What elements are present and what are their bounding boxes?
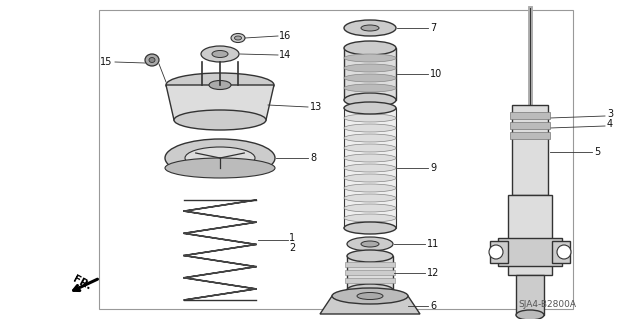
Text: 7: 7 xyxy=(430,23,436,33)
Text: 10: 10 xyxy=(430,69,442,79)
Ellipse shape xyxy=(185,147,255,169)
Bar xyxy=(510,112,550,119)
Bar xyxy=(552,241,570,263)
Ellipse shape xyxy=(166,73,274,97)
Ellipse shape xyxy=(165,139,275,177)
Ellipse shape xyxy=(344,204,396,212)
Ellipse shape xyxy=(344,74,396,82)
Bar xyxy=(516,275,544,315)
Ellipse shape xyxy=(344,154,396,162)
Text: 1: 1 xyxy=(289,233,295,243)
Bar xyxy=(510,122,550,129)
Bar xyxy=(512,105,548,195)
Ellipse shape xyxy=(344,54,396,62)
Text: 11: 11 xyxy=(427,239,439,249)
Polygon shape xyxy=(320,296,420,314)
Ellipse shape xyxy=(344,102,396,114)
Ellipse shape xyxy=(344,164,396,172)
Text: FR.: FR. xyxy=(71,274,93,292)
Bar xyxy=(344,48,396,100)
Ellipse shape xyxy=(516,310,544,319)
Ellipse shape xyxy=(165,158,275,178)
Text: 6: 6 xyxy=(430,301,436,311)
Ellipse shape xyxy=(357,293,383,300)
Ellipse shape xyxy=(344,144,396,152)
Text: 8: 8 xyxy=(310,153,316,163)
Ellipse shape xyxy=(347,284,393,296)
Ellipse shape xyxy=(231,33,245,42)
Ellipse shape xyxy=(344,134,396,142)
Ellipse shape xyxy=(347,237,393,251)
Polygon shape xyxy=(166,85,274,120)
Ellipse shape xyxy=(344,224,396,232)
Ellipse shape xyxy=(201,46,239,62)
Ellipse shape xyxy=(344,214,396,222)
Ellipse shape xyxy=(212,50,228,57)
Ellipse shape xyxy=(344,184,396,192)
Bar xyxy=(345,262,395,267)
Ellipse shape xyxy=(361,25,379,31)
Bar xyxy=(345,270,395,275)
Text: 12: 12 xyxy=(427,268,440,278)
Text: SJA4-B2800A: SJA4-B2800A xyxy=(518,300,577,309)
Ellipse shape xyxy=(209,80,231,90)
Bar xyxy=(99,10,573,309)
Ellipse shape xyxy=(344,222,396,234)
Ellipse shape xyxy=(344,84,396,92)
Bar xyxy=(347,256,393,290)
Ellipse shape xyxy=(145,54,159,66)
Ellipse shape xyxy=(332,288,408,304)
Ellipse shape xyxy=(344,114,396,122)
Text: 9: 9 xyxy=(430,163,436,173)
Bar xyxy=(510,132,550,139)
Bar xyxy=(498,238,562,266)
Text: 16: 16 xyxy=(279,31,291,41)
Text: 3: 3 xyxy=(607,109,613,119)
Ellipse shape xyxy=(344,41,396,55)
Text: 4: 4 xyxy=(607,119,613,129)
Ellipse shape xyxy=(149,57,155,63)
Ellipse shape xyxy=(344,124,396,132)
Text: 2: 2 xyxy=(289,243,295,253)
Bar xyxy=(490,241,508,263)
Ellipse shape xyxy=(489,245,503,259)
Ellipse shape xyxy=(174,110,266,130)
Ellipse shape xyxy=(234,36,241,40)
Bar xyxy=(344,108,396,228)
Ellipse shape xyxy=(344,194,396,202)
Bar xyxy=(508,195,552,275)
Text: 13: 13 xyxy=(310,102,323,112)
Ellipse shape xyxy=(344,104,396,112)
Bar xyxy=(345,278,395,283)
Ellipse shape xyxy=(344,64,396,72)
Ellipse shape xyxy=(344,93,396,107)
Ellipse shape xyxy=(344,20,396,36)
Ellipse shape xyxy=(361,241,379,247)
Ellipse shape xyxy=(557,245,571,259)
Text: 14: 14 xyxy=(279,50,291,60)
Ellipse shape xyxy=(344,174,396,182)
Text: 5: 5 xyxy=(594,147,600,157)
Text: 15: 15 xyxy=(100,57,113,67)
Ellipse shape xyxy=(347,250,393,262)
